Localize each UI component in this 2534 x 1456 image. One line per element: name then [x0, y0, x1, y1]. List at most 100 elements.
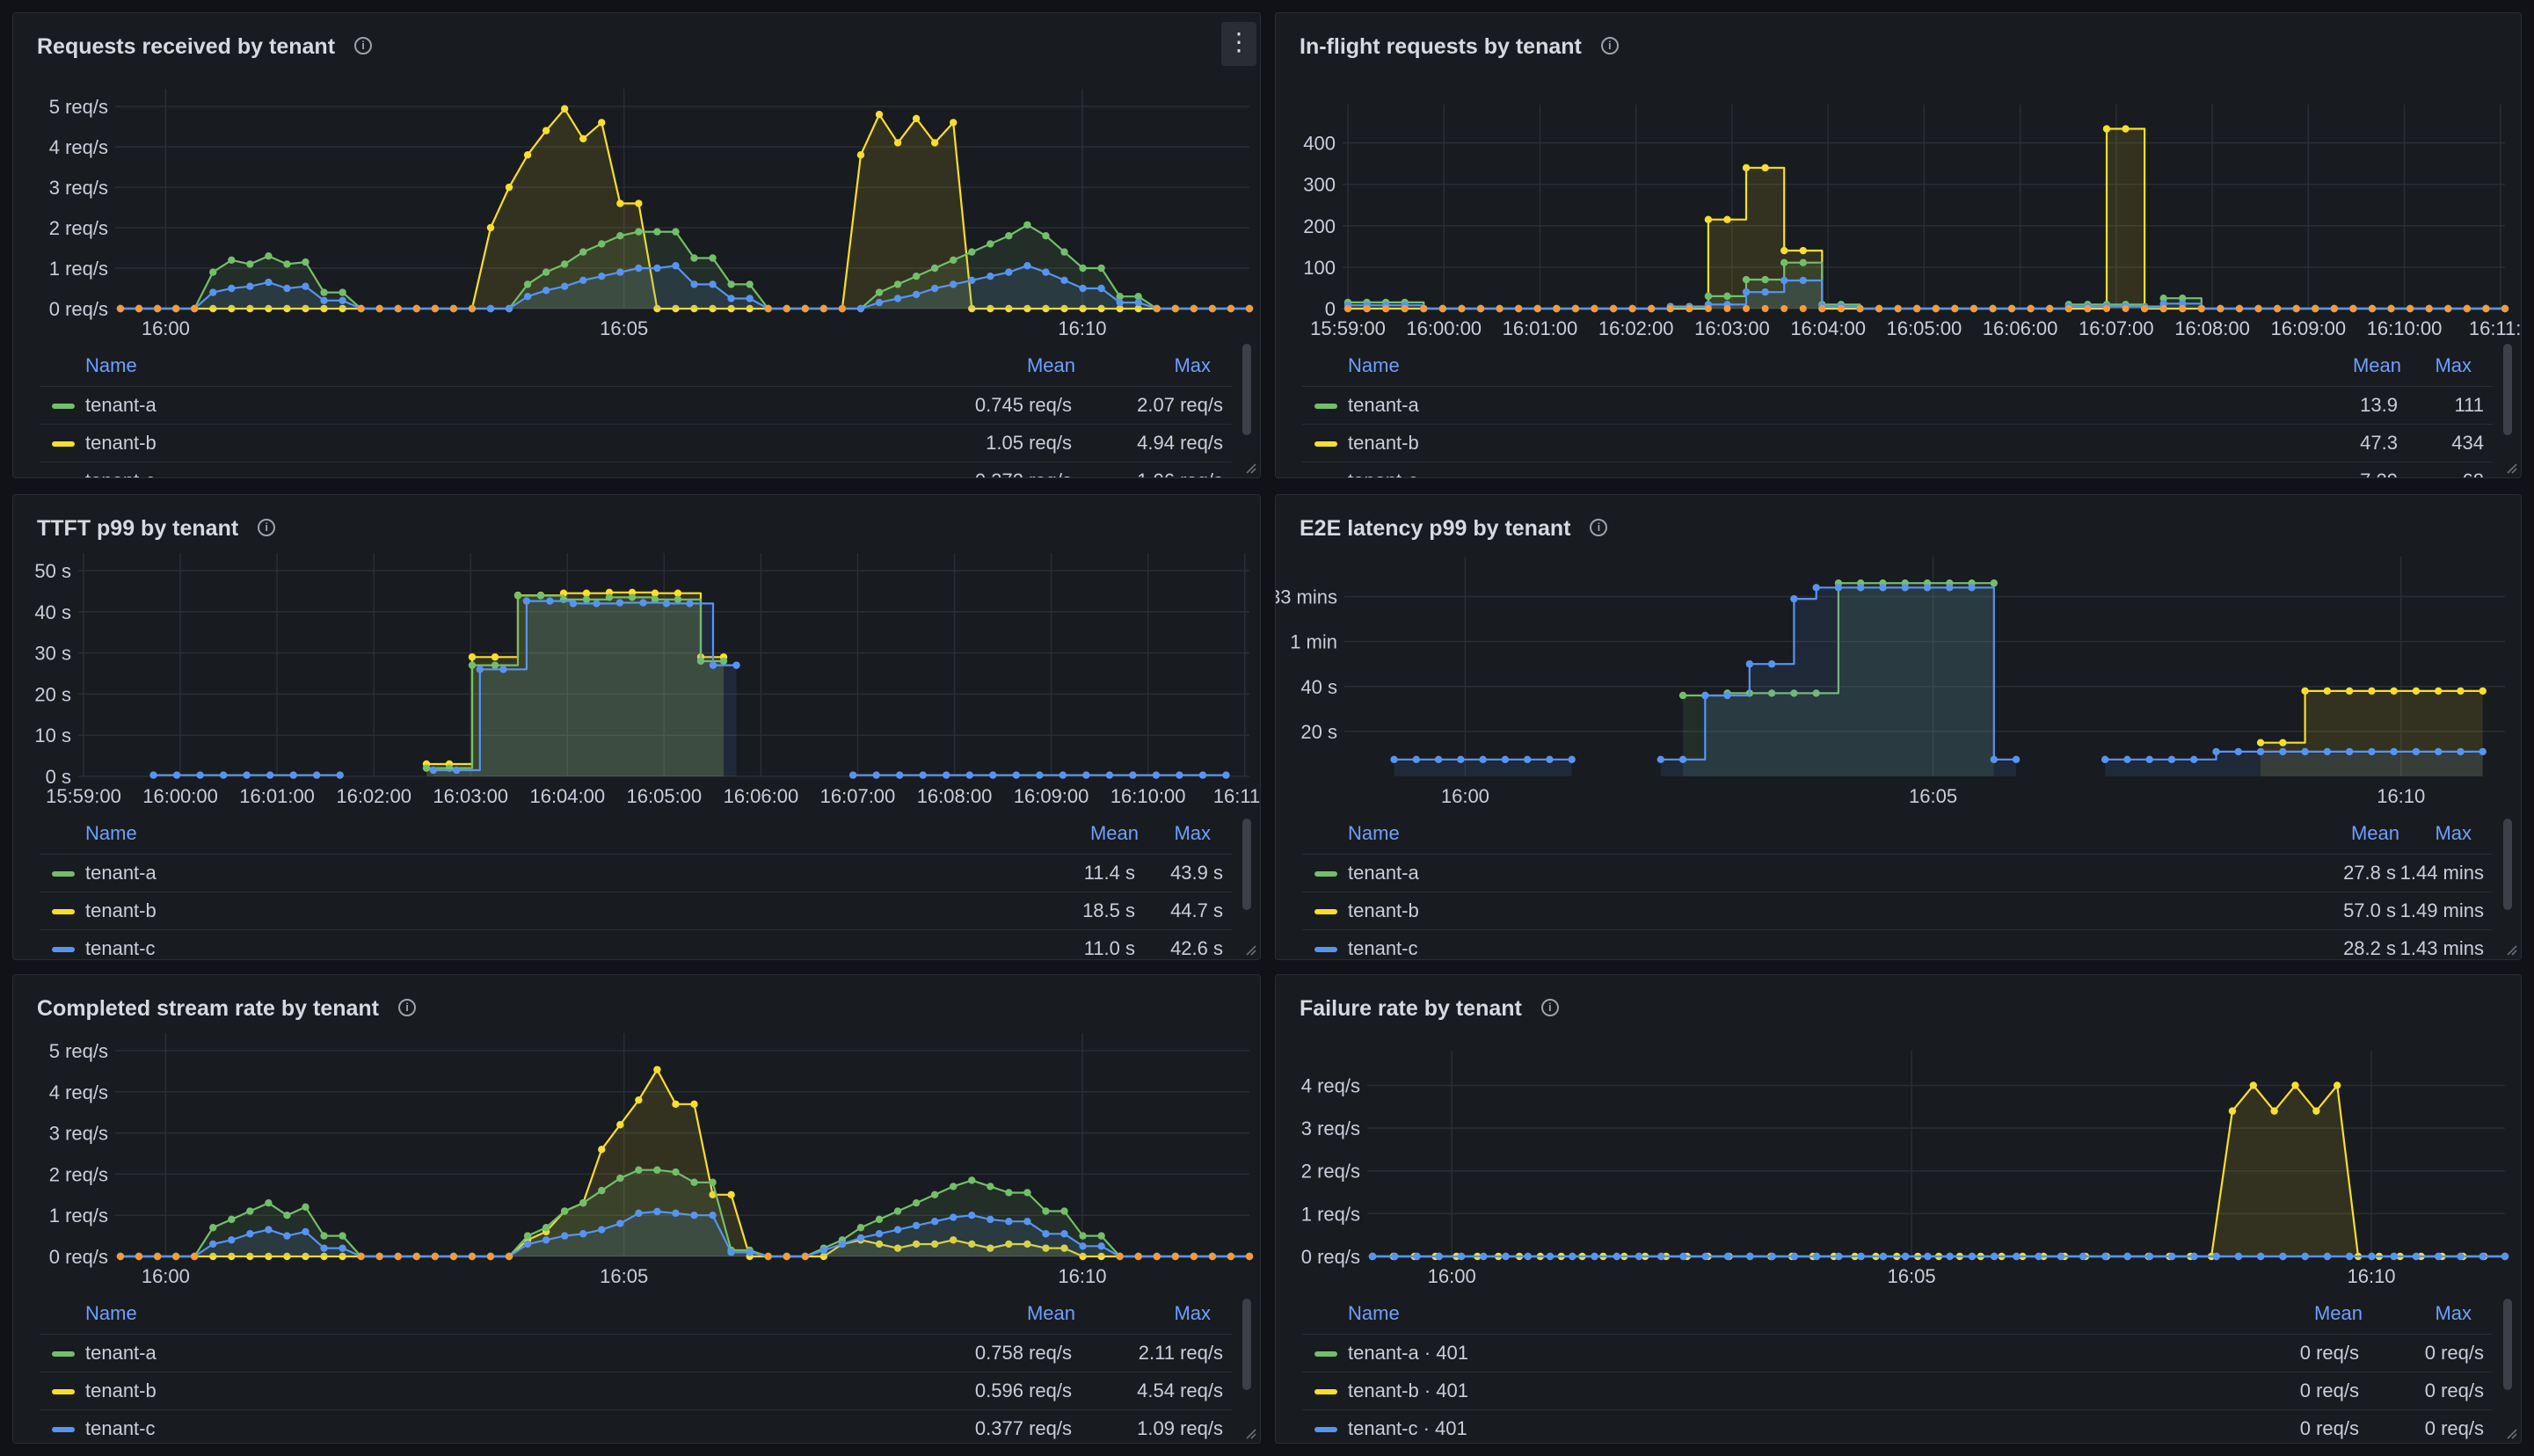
panel-6[interactable]: Failure rate by tenant i 4 req/s 3 req/s 2 r…: [1275, 974, 2522, 1444]
panel-5[interactable]: Completed stream rate by tenant i 5 req/s 4…: [12, 974, 1261, 1444]
legend-row[interactable]: tenant-c 7.29 68: [1302, 462, 2493, 477]
series-swatch[interactable]: [1314, 947, 1337, 952]
legend-row[interactable]: tenant-b 18.5 s 44.7 s: [40, 892, 1232, 929]
panel-4[interactable]: E2E latency p99 by tenant i 1.33 mins 1 min…: [1275, 494, 2522, 960]
legend-header-max[interactable]: Max: [1174, 354, 1211, 376]
legend-header-max[interactable]: Max: [1174, 822, 1211, 844]
info-icon[interactable]: i: [258, 519, 276, 537]
legend-header-name[interactable]: Name: [1348, 822, 1400, 844]
legend-series-name[interactable]: tenant-c: [1348, 937, 1418, 959]
legend-header-name[interactable]: Name: [1348, 354, 1400, 376]
legend-row[interactable]: tenant-b 57.0 s 1.49 mins: [1302, 892, 2493, 929]
legend-series-name[interactable]: tenant-a · 401: [1348, 1342, 1468, 1364]
series-swatch[interactable]: [1314, 1389, 1337, 1394]
legend-row[interactable]: tenant-a 11.4 s 43.9 s: [40, 854, 1232, 892]
y-tick-label: 0 req/s: [49, 298, 108, 320]
panel-2[interactable]: In-flight requests by tenant i 400 300 200 10…: [1275, 12, 2522, 478]
resize-handle-icon[interactable]: [1242, 942, 1256, 956]
legend-series-name[interactable]: tenant-b · 401: [1348, 1380, 1468, 1401]
legend-row[interactable]: tenant-b 1.05 req/s 4.94 req/s: [40, 424, 1232, 462]
legend-row[interactable]: tenant-c 0.377 req/s 1.09 req/s: [40, 1409, 1232, 1443]
legend-series-name[interactable]: tenant-a: [1348, 862, 1419, 884]
panel-menu-icon[interactable]: ⋮: [1221, 22, 1256, 66]
resize-handle-icon[interactable]: [2503, 942, 2517, 956]
series-swatch[interactable]: [1314, 1351, 1337, 1357]
legend-header-mean[interactable]: Mean: [2350, 822, 2399, 844]
resize-handle-icon[interactable]: [2503, 1425, 2517, 1439]
series-swatch[interactable]: [1314, 909, 1337, 914]
legend-series-name[interactable]: tenant-a: [85, 394, 157, 416]
legend-header-name[interactable]: Name: [85, 1302, 137, 1324]
legend-series-name[interactable]: tenant-b: [1348, 899, 1419, 921]
legend-header-name[interactable]: Name: [1348, 1302, 1400, 1324]
series-swatch[interactable]: [52, 1427, 75, 1432]
legend-scrollbar[interactable]: [1242, 344, 1251, 435]
legend-series-name[interactable]: tenant-c: [1348, 470, 1418, 477]
legend-header-mean[interactable]: Mean: [1089, 822, 1139, 844]
legend-header-max[interactable]: Max: [2435, 822, 2472, 844]
legend-series-name[interactable]: tenant-c · 401: [1348, 1417, 1467, 1439]
legend-series-name[interactable]: tenant-c: [85, 937, 156, 959]
legend-series-name[interactable]: tenant-a: [85, 1342, 157, 1364]
legend-header-mean[interactable]: Mean: [1026, 354, 1075, 376]
legend-row[interactable]: tenant-b 47.3 434: [1302, 424, 2493, 462]
legend-series-name[interactable]: tenant-b: [85, 899, 157, 921]
legend-series-name[interactable]: tenant-b: [85, 1380, 157, 1401]
legend-scrollbar[interactable]: [2503, 344, 2512, 435]
legend-header-name[interactable]: Name: [85, 354, 137, 376]
info-icon[interactable]: i: [398, 999, 416, 1017]
legend-header-mean[interactable]: Mean: [2313, 1302, 2363, 1324]
series-swatch[interactable]: [1314, 441, 1337, 447]
legend-row[interactable]: tenant-c 11.0 s 42.6 s: [40, 929, 1232, 959]
series-swatch[interactable]: [1314, 1427, 1337, 1432]
legend-header-max[interactable]: Max: [1174, 1302, 1211, 1324]
legend-row[interactable]: tenant-b · 401 0 req/s 0 req/s: [1302, 1372, 2493, 1409]
data-point: [266, 771, 274, 779]
panel-3[interactable]: TTFT p99 by tenant i 50 s 40 s 30 s 20 s 10 s 0…: [12, 494, 1261, 960]
legend-row[interactable]: tenant-b 0.596 req/s 4.54 req/s: [40, 1372, 1232, 1409]
legend-row[interactable]: tenant-c · 401 0 req/s 0 req/s: [1302, 1409, 2493, 1443]
series-swatch[interactable]: [1314, 404, 1337, 409]
panel-1[interactable]: Requests received by tenant i ⋮ 5 req/s 4 re…: [12, 12, 1261, 478]
legend-row[interactable]: tenant-c 28.2 s 1.43 mins: [1302, 929, 2493, 959]
resize-handle-icon[interactable]: [1242, 1425, 1256, 1439]
info-icon[interactable]: i: [354, 37, 373, 55]
legend-scrollbar[interactable]: [1242, 819, 1251, 910]
series-swatch[interactable]: [1314, 871, 1337, 877]
legend-scrollbar[interactable]: [2503, 819, 2512, 910]
legend-header-name[interactable]: Name: [85, 822, 137, 844]
legend-header-max[interactable]: Max: [2435, 1302, 2472, 1324]
legend-series-name[interactable]: tenant-a: [1348, 394, 1419, 416]
resize-handle-icon[interactable]: [2503, 460, 2517, 474]
legend-row[interactable]: tenant-a 13.9 111: [1302, 386, 2493, 424]
series-swatch[interactable]: [52, 1351, 75, 1357]
legend-row[interactable]: tenant-a 0.745 req/s 2.07 req/s: [40, 386, 1232, 424]
legend-row[interactable]: tenant-a 0.758 req/s 2.11 req/s: [40, 1334, 1232, 1372]
legend-series-name[interactable]: tenant-a: [85, 862, 157, 884]
series-swatch[interactable]: [52, 947, 75, 952]
series-swatch[interactable]: [52, 1389, 75, 1394]
legend-row[interactable]: tenant-a 27.8 s 1.44 mins: [1302, 854, 2493, 892]
legend-row[interactable]: tenant-c 0.372 req/s 1.06 req/s: [40, 462, 1232, 477]
data-point: [690, 304, 698, 313]
legend-series-name[interactable]: tenant-c: [85, 470, 156, 477]
legend-scrollbar[interactable]: [1242, 1299, 1251, 1390]
legend-series-name[interactable]: tenant-b: [85, 432, 157, 454]
info-icon[interactable]: i: [1540, 999, 1559, 1017]
legend-header-mean[interactable]: Mean: [2352, 354, 2401, 376]
legend-row[interactable]: tenant-a · 401 0 req/s 0 req/s: [1302, 1334, 2493, 1372]
series-swatch[interactable]: [52, 404, 75, 409]
series-swatch[interactable]: [52, 909, 75, 914]
series-area: [120, 1169, 1249, 1256]
info-icon[interactable]: i: [1600, 37, 1619, 55]
info-icon[interactable]: i: [1590, 519, 1608, 537]
legend-series-name[interactable]: tenant-c: [85, 1417, 156, 1439]
series-swatch[interactable]: [52, 871, 75, 877]
legend-header-mean[interactable]: Mean: [1026, 1302, 1075, 1324]
resize-handle-icon[interactable]: [1242, 460, 1256, 474]
series-swatch[interactable]: [52, 441, 75, 447]
data-point: [616, 232, 624, 240]
legend-series-name[interactable]: tenant-b: [1348, 432, 1419, 454]
legend-header-max[interactable]: Max: [2435, 354, 2472, 376]
legend-scrollbar[interactable]: [2503, 1299, 2512, 1390]
